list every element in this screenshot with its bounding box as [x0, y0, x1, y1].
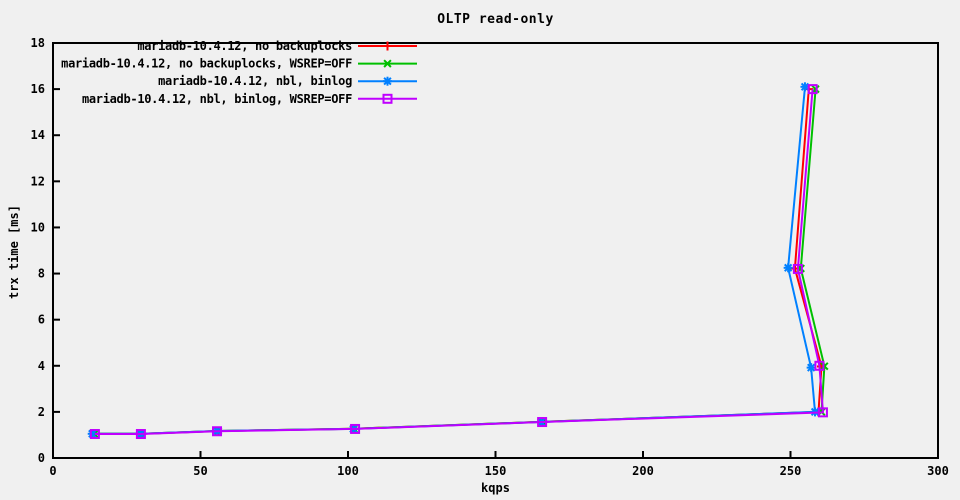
legend-label: mariadb-10.4.12, no backuplocks, WSREP=O… [61, 57, 352, 71]
legend-label: mariadb-10.4.12, nbl, binlog [158, 74, 352, 88]
legend-label: mariadb-10.4.12, nbl, binlog, WSREP=OFF [82, 92, 352, 106]
series-line-1 [94, 89, 826, 435]
y-tick-label: 2 [38, 405, 45, 419]
square-marker-icon [212, 426, 223, 437]
y-tick-label: 18 [31, 36, 45, 50]
square-marker-icon [537, 417, 548, 428]
square-marker-icon [135, 429, 146, 440]
series-line-0 [94, 89, 823, 435]
x-tick-label: 300 [927, 464, 949, 478]
y-tick-label: 4 [38, 359, 45, 373]
square-marker-icon [792, 263, 803, 274]
x-tick-label: 150 [485, 464, 507, 478]
x-tick-label: 100 [337, 464, 359, 478]
x-tick-label: 0 [49, 464, 56, 478]
y-tick-label: 6 [38, 313, 45, 327]
plus-marker-icon [383, 41, 392, 51]
square-marker-icon [382, 93, 393, 104]
y-tick-label: 14 [31, 128, 45, 142]
cross-marker-icon [820, 362, 829, 371]
x-axis-label: kqps [481, 481, 510, 495]
series-line-3 [94, 89, 825, 435]
legend-label: mariadb-10.4.12, no backuplocks [137, 39, 352, 53]
series-line-2 [92, 86, 817, 435]
cross-marker-icon [383, 59, 392, 68]
y-tick-label: 8 [38, 267, 45, 281]
y-tick-label: 10 [31, 220, 45, 234]
asterisk-marker-icon [806, 363, 816, 373]
y-tick-label: 16 [31, 82, 45, 96]
asterisk-marker-icon [383, 76, 392, 86]
square-marker-icon [814, 360, 825, 371]
asterisk-marker-icon [783, 263, 793, 273]
square-marker-icon [350, 423, 361, 434]
square-marker-icon [89, 429, 100, 440]
square-marker-icon [807, 84, 818, 95]
x-tick-label: 50 [193, 464, 207, 478]
chart-title: OLTP read-only [437, 12, 554, 27]
y-tick-label: 0 [38, 451, 45, 465]
x-tick-label: 200 [632, 464, 654, 478]
x-tick-label: 250 [780, 464, 802, 478]
square-marker-icon [817, 407, 828, 418]
y-tick-label: 12 [31, 174, 45, 188]
